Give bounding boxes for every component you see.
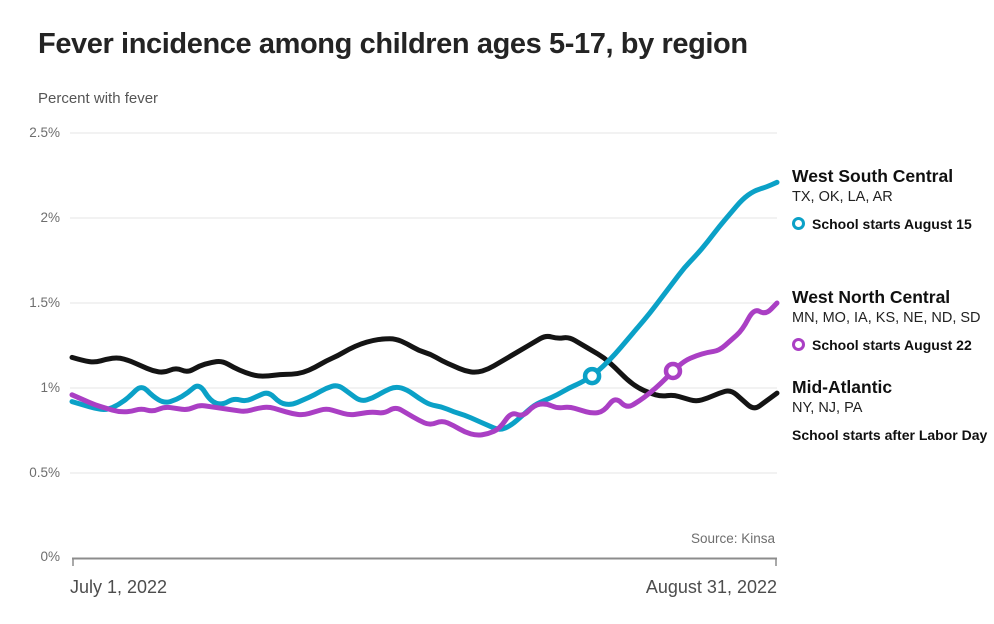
series-note: School starts August 15 (792, 216, 994, 233)
series-name: Mid-Atlantic (792, 377, 893, 397)
series-note-text: School starts August 22 (812, 336, 972, 353)
series-states: NY, NJ, PA (792, 400, 863, 417)
series-states: MN, MO, IA, KS, NE, ND, SD (792, 310, 981, 327)
y-tick-label: 0% (40, 549, 60, 564)
y-tick-label: 2.5% (29, 125, 60, 140)
open-circle-marker-icon (792, 338, 805, 352)
y-tick-label: 1% (40, 380, 60, 395)
x-axis-end-label: August 31, 2022 (645, 577, 777, 597)
page-title: Fever incidence among children ages 5-17… (38, 28, 748, 60)
legend-west-south-central: West South Central TX, OK, LA, AR School… (792, 166, 994, 232)
x-axis-start-label: July 1, 2022 (70, 577, 168, 597)
legend-mid-atlantic: Mid-Atlantic NY, NJ, PA School starts af… (792, 377, 994, 443)
series-note: School starts after Labor Day (792, 427, 994, 444)
series-note: School starts August 22 (792, 337, 994, 354)
series-name: West North Central (792, 287, 951, 307)
legend-west-north-central: West North Central MN, MO, IA, KS, NE, N… (792, 287, 994, 353)
y-tick-label: 2% (40, 210, 60, 225)
y-tick-label: 0.5% (29, 465, 60, 480)
series-note-text: School starts August 15 (812, 215, 972, 232)
y-axis-title: Percent with fever (38, 90, 159, 107)
series-states: TX, OK, LA, AR (792, 189, 893, 206)
series-name: West South Central (792, 166, 954, 186)
open-circle-marker-icon (792, 217, 805, 231)
series-note-text: School starts after Labor Day (792, 426, 988, 443)
source-credit: Source: Kinsa (690, 531, 775, 546)
y-tick-label: 1.5% (29, 295, 60, 310)
